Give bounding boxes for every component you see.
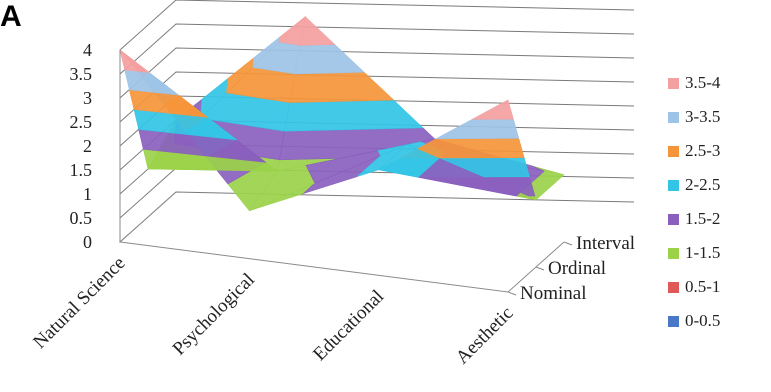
x-tick-label: Aesthetic [452,303,518,369]
legend-item: 0-0.5 [668,304,768,338]
legend-item: 0.5-1 [668,270,768,304]
surface-patch [436,118,520,140]
legend-label: 1.5-2 [685,209,721,228]
surface-patch [294,44,365,75]
gridline [119,0,635,51]
legend-label: 1-1.5 [685,243,721,262]
legend-item: 1.5-2 [668,202,768,236]
legend-swatch [668,247,679,259]
legend-item: 1-1.5 [668,236,768,270]
legend-label: 3.5-4 [685,73,721,92]
series-axis-label: Nominal [520,283,587,304]
x-tick-label: Natural Science [29,253,129,353]
z-tick-label: 4 [83,40,92,60]
series-axis-label: Ordinal [548,258,606,279]
z-tick-label: 3.5 [70,64,93,84]
z-tick-label: 1.5 [70,160,93,180]
legend-label: 0-0.5 [685,311,721,330]
z-tick-label: 2 [83,136,92,156]
z-tick-label: 1 [83,184,92,204]
surface-patch [378,144,440,178]
z-tick-label: 2.5 [70,112,93,132]
legend-swatch [668,111,679,123]
legend-swatch [668,281,679,293]
z-tick-label: 0.5 [70,208,93,228]
panel-label: A [0,0,22,33]
legend-swatch [668,315,679,327]
legend-swatch [668,77,679,89]
floor-edge [118,191,565,293]
legend-item: 3-3.5 [668,100,768,134]
surface-patch [119,49,151,73]
x-tick-label: Psychological [169,269,259,359]
surface-patch [284,99,424,132]
surface-patch [377,144,407,157]
legend-item: 3.5-4 [668,66,768,100]
series-axis-label: Interval [576,233,635,254]
gridline [119,23,635,75]
legend: 3.5-4 3-3.5 2.5-3 2-2.5 1.5-2 1-1.5 0.5-1 0-0.5 [668,66,768,338]
legend-swatch [668,145,679,157]
surface-patch [299,16,336,46]
z-tick-label: 0 [83,232,92,252]
z-tick-mark [535,266,545,271]
legend-label: 3-3.5 [685,107,721,126]
legend-swatch [668,179,679,191]
z-tick-label: 3 [83,88,92,108]
gridline [119,191,635,243]
z-tick-mark [563,241,573,246]
legend-swatch [668,213,679,225]
legend-item: 2-2.5 [668,168,768,202]
legend-label: 2-2.5 [685,175,721,194]
x-tick-label: Educational [309,286,388,365]
z-tick-mark [507,291,517,296]
legend-item: 2.5-3 [668,134,768,168]
legend-label: 0.5-1 [685,277,721,296]
surface-patch [471,99,514,120]
surface-patch [278,16,306,43]
legend-label: 2.5-3 [685,141,721,160]
